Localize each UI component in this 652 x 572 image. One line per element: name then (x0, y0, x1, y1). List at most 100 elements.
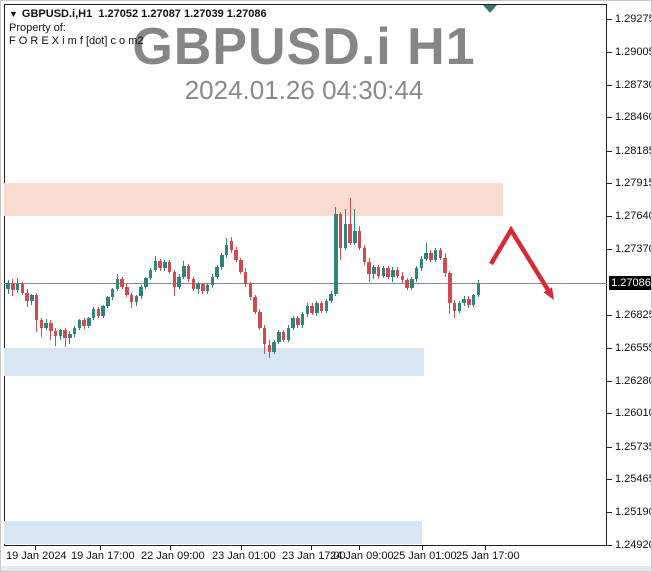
price-axis-label: 1.28460 (615, 111, 652, 123)
candle-body (433, 250, 438, 260)
candle-body (167, 262, 172, 273)
candle-body (395, 269, 400, 276)
ohlc-values: 1.27052 1.27087 1.27039 1.27086 (98, 8, 267, 20)
candle-body (239, 259, 243, 273)
candle-body (310, 305, 314, 314)
candle-body (153, 261, 157, 270)
candle-body (414, 268, 419, 280)
candle-body (253, 297, 257, 312)
candle-body (353, 230, 357, 244)
candle-body (258, 311, 262, 328)
candle-body (471, 294, 476, 305)
candle-body (405, 280, 409, 288)
candle-body (343, 223, 347, 248)
price-axis-label: 1.29005 (615, 46, 652, 58)
candle-body (91, 309, 96, 318)
watermark-symbol: GBPUSD.i H1 (132, 18, 476, 76)
candle-body (115, 279, 119, 289)
candle-body (25, 292, 29, 302)
candle-body (248, 284, 252, 298)
candle-body (381, 268, 385, 276)
time-axis-tick (100, 546, 101, 550)
candle-body (419, 258, 423, 269)
resistance-zone (4, 183, 503, 217)
candle-body (201, 284, 205, 292)
quote-bar[interactable]: ▼ GBPUSD.i,H1 1.27052 1.27087 1.27039 1.2… (9, 8, 267, 20)
candle-body (452, 303, 457, 311)
candle-body (224, 245, 229, 256)
candle-body (87, 317, 91, 327)
candle-body (410, 279, 414, 288)
property-line2: F O R E X i m f [dot] c o m2 (9, 35, 144, 47)
symbol-period-label: GBPUSD.i,H1 (21, 8, 93, 20)
candle-body (11, 282, 15, 291)
time-axis-label: 22 Jan 09:00 (141, 550, 205, 562)
candle-body (129, 294, 134, 303)
price-axis-label: 1.27640 (615, 210, 652, 222)
candle-body (391, 269, 395, 277)
candle-body (476, 283, 480, 295)
candle-body (262, 327, 267, 345)
bottom-strip (1, 566, 651, 571)
candle-body (315, 303, 319, 314)
price-axis-tick (607, 479, 612, 480)
time-axis-tick (241, 546, 242, 550)
candle-body (443, 257, 447, 274)
support-zone-1 (4, 347, 424, 376)
candle-body (229, 240, 233, 251)
price-axis-tick (607, 381, 612, 382)
candle-body (6, 282, 10, 289)
candle-body (44, 322, 48, 328)
candle-body (286, 327, 290, 340)
price-axis-label: 1.26010 (615, 407, 652, 419)
time-axis-tick (359, 546, 360, 550)
candle-body (58, 330, 62, 337)
candle-body (34, 294, 39, 321)
candle-body (49, 322, 53, 332)
candle-body (77, 320, 81, 328)
candle-body (243, 272, 248, 285)
candle-body (362, 247, 366, 263)
chevron-down-icon[interactable]: ▼ (9, 9, 18, 19)
candle-body (438, 250, 442, 258)
candle-body (20, 284, 24, 293)
candle-body (400, 275, 404, 281)
property-caption: Property of: F O R E X i m f [dot] c o m… (9, 22, 143, 48)
price-axis-label: 1.29275 (615, 13, 652, 25)
property-line1: Property of: (9, 22, 66, 34)
candle-wick (55, 327, 56, 346)
price-axis-label: 1.25190 (615, 506, 652, 518)
candle-body (300, 314, 305, 326)
price-axis-label: 1.26825 (615, 309, 652, 321)
price-axis-label: 1.25465 (615, 473, 652, 485)
price-axis-label: 1.25735 (615, 441, 652, 453)
candle-body (205, 285, 210, 292)
price-axis-label: 1.28185 (615, 145, 652, 157)
candle-body (281, 332, 286, 340)
candle-body (324, 301, 328, 311)
candle-body (448, 273, 452, 304)
watermark-datetime: 2024.01.26 04:30:44 (184, 75, 424, 105)
price-axis-tick (607, 19, 612, 20)
price-axis-label: 1.26555 (615, 342, 652, 354)
candle-body (296, 317, 300, 326)
price-axis-tick (607, 447, 612, 448)
candle-body (329, 293, 333, 301)
candle-body (172, 272, 176, 287)
time-axis-tick (35, 546, 36, 550)
candle-body (30, 294, 34, 301)
candle-body (177, 276, 181, 287)
price-axis-tick (607, 85, 612, 86)
price-axis-tick (607, 512, 612, 513)
candle-body (196, 284, 200, 289)
candle-body (15, 284, 20, 291)
chart-shift-marker-icon[interactable] (483, 5, 497, 13)
candle-body (68, 333, 72, 339)
candle-body (139, 286, 143, 297)
support-zone-2 (4, 520, 422, 544)
candle-body (220, 255, 224, 268)
candle-body (272, 342, 276, 352)
time-axis-label: 25 Jan 01:00 (393, 550, 457, 562)
price-axis-label: 1.27370 (615, 243, 652, 255)
